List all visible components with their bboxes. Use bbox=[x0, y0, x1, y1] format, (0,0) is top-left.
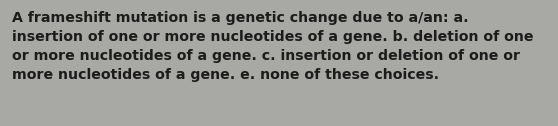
Text: A frameshift mutation is a genetic change due to a/an: a.
insertion of one or mo: A frameshift mutation is a genetic chang… bbox=[12, 11, 533, 82]
